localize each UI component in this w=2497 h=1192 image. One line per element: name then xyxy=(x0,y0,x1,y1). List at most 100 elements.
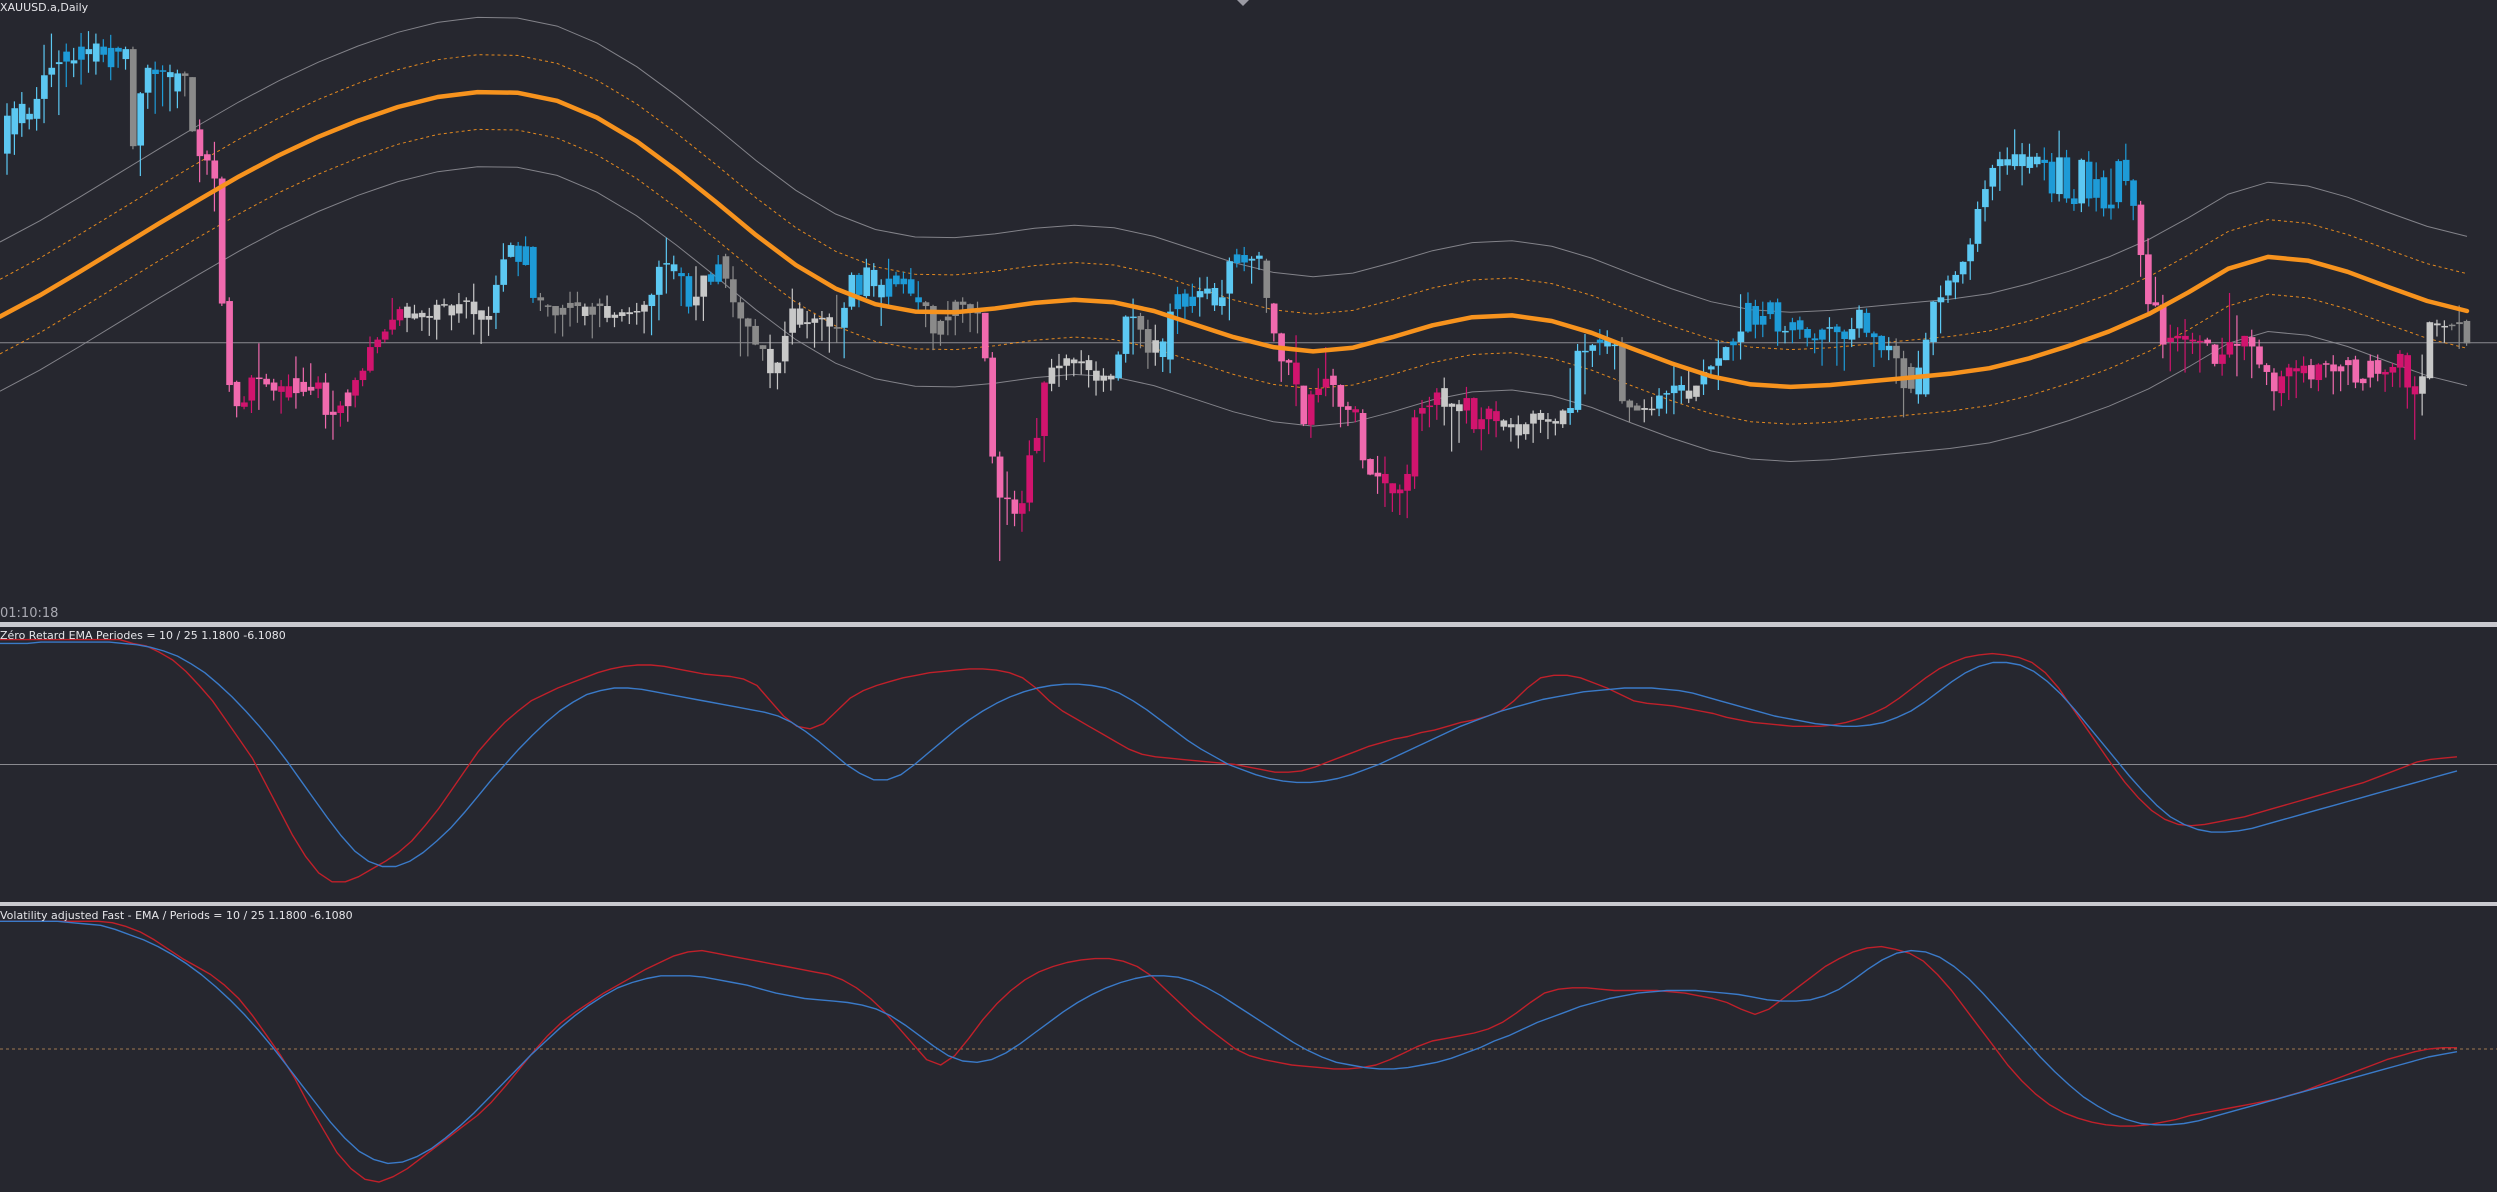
candle xyxy=(2004,147,2011,175)
candle xyxy=(618,309,626,322)
candle-body xyxy=(1248,258,1256,261)
candle xyxy=(485,306,493,336)
pane-separator[interactable] xyxy=(0,622,2497,627)
candle xyxy=(70,47,78,78)
main-chart-pane[interactable]: XAUUSD.a,Daily 01:10:18 xyxy=(0,0,2497,622)
candle xyxy=(752,319,759,346)
candle xyxy=(322,373,330,429)
candle xyxy=(55,50,63,116)
candle xyxy=(11,101,19,155)
indicator2-chart[interactable] xyxy=(0,906,2497,1192)
candle xyxy=(2308,358,2315,389)
candle-body xyxy=(233,381,241,407)
candle-body xyxy=(2374,360,2382,374)
candle-body xyxy=(2041,159,2048,163)
candle xyxy=(2419,354,2426,416)
candle xyxy=(233,380,241,418)
candle-body xyxy=(218,178,226,304)
candle-body xyxy=(381,331,389,340)
candle-body xyxy=(1322,378,1330,388)
candle-body xyxy=(1641,408,1648,410)
candle xyxy=(885,258,893,306)
candle-body xyxy=(907,279,915,294)
candle-body xyxy=(1448,403,1456,407)
candle-body xyxy=(2011,154,2019,167)
candle xyxy=(604,295,611,323)
candle-body xyxy=(1026,455,1034,503)
candle-body xyxy=(1767,302,1774,315)
candle xyxy=(1878,335,1885,358)
candle-body xyxy=(144,67,152,93)
candle xyxy=(678,267,685,307)
candle-body xyxy=(2441,325,2449,328)
candle-body xyxy=(1433,392,1441,405)
candle-body xyxy=(1300,385,1308,425)
candle xyxy=(529,246,537,303)
candle-body xyxy=(11,108,19,135)
candle-body xyxy=(1352,409,1359,413)
candle-body xyxy=(2211,344,2219,364)
candle-body xyxy=(1633,405,1641,411)
indicator1-pane[interactable]: Zéro Retard EMA Periodes = 10 / 25 1.180… xyxy=(0,627,2497,902)
candle-body xyxy=(2337,366,2345,372)
candle xyxy=(1619,337,1626,404)
candle xyxy=(596,298,604,328)
candle xyxy=(218,176,226,307)
candle xyxy=(2382,369,2389,392)
candle-body xyxy=(33,98,41,119)
candle-body xyxy=(2085,161,2093,199)
candle xyxy=(1270,302,1278,342)
candle-body xyxy=(455,304,463,314)
indicator1-chart[interactable] xyxy=(0,627,2497,902)
candle xyxy=(2167,324,2174,372)
pane-separator[interactable] xyxy=(0,902,2497,906)
candle-body xyxy=(2048,161,2056,194)
candle-body xyxy=(648,294,656,307)
candle-body xyxy=(2293,368,2300,372)
candle xyxy=(1115,351,1122,381)
candle-body xyxy=(1189,296,1197,307)
candle xyxy=(1426,396,1434,428)
candle xyxy=(389,297,396,335)
candle xyxy=(2226,292,2234,358)
candle xyxy=(989,352,996,464)
candle-body xyxy=(2463,320,2471,344)
candle xyxy=(1189,283,1197,313)
candle xyxy=(1685,366,1693,404)
main-price-chart[interactable] xyxy=(0,0,2497,622)
candle xyxy=(144,64,152,109)
candle xyxy=(707,271,715,285)
candle-body xyxy=(767,348,774,374)
candle-body xyxy=(952,301,959,316)
candle xyxy=(655,260,663,321)
candle-body xyxy=(1218,297,1226,307)
indicator2-pane[interactable]: Volatility adjusted Fast - EMA / Periods… xyxy=(0,906,2497,1192)
candle xyxy=(1574,343,1582,413)
chart-shift-marker-icon[interactable] xyxy=(1237,0,1249,6)
candle-body xyxy=(1456,404,1463,412)
candle-body xyxy=(492,284,500,313)
candle xyxy=(107,34,115,81)
candle-body xyxy=(278,386,285,392)
candle xyxy=(344,389,352,422)
candle xyxy=(1670,366,1678,415)
candle-body xyxy=(1611,344,1619,347)
candle xyxy=(1315,368,1322,403)
candle-body xyxy=(1982,189,1989,208)
candle xyxy=(1033,417,1041,454)
candle-body xyxy=(1693,385,1700,397)
candle xyxy=(1485,406,1493,435)
candle-body xyxy=(70,60,78,64)
candle-body xyxy=(1574,350,1582,410)
candle-body xyxy=(63,51,70,62)
candle-body xyxy=(1893,345,1900,359)
candle xyxy=(2448,323,2456,331)
candle-body xyxy=(841,307,848,328)
candle-body xyxy=(1293,362,1300,385)
candle xyxy=(1982,180,1989,222)
candle-body xyxy=(818,317,826,320)
candle xyxy=(2063,149,2071,203)
candle-body xyxy=(55,62,63,65)
candle xyxy=(211,141,219,212)
candle-body xyxy=(989,357,996,457)
